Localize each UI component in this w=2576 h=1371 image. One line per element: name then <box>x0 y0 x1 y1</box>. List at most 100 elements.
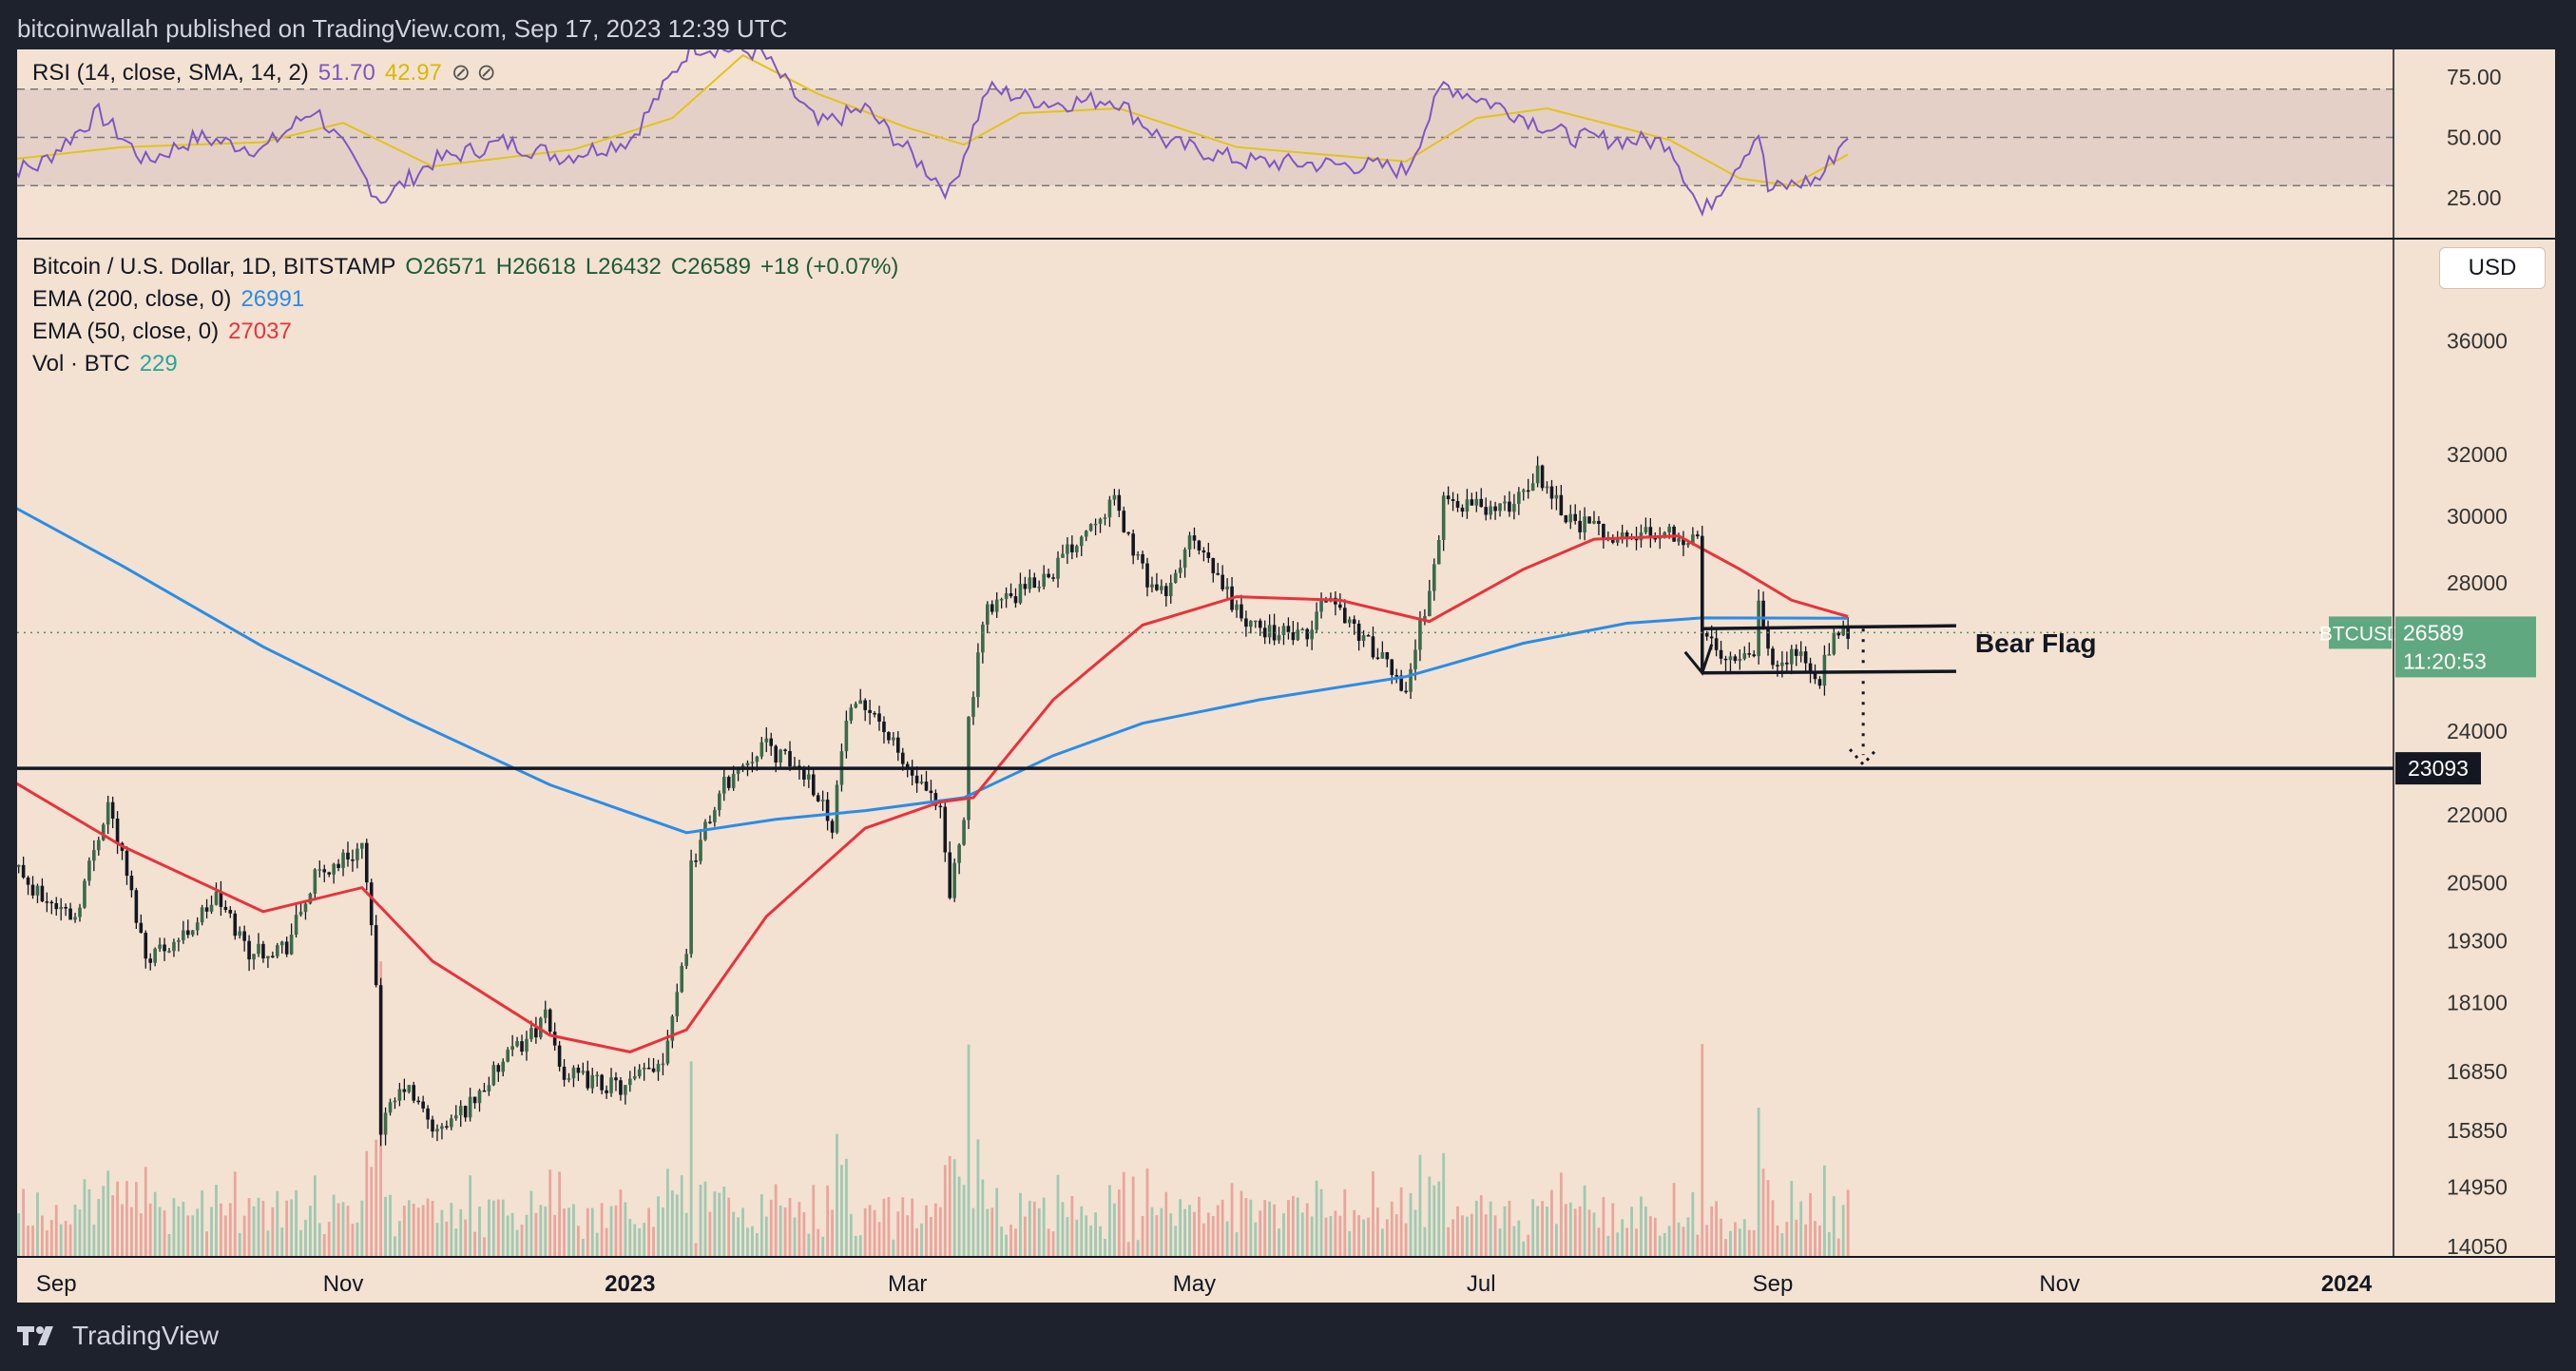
volume-bar <box>1682 1226 1685 1257</box>
bar-countdown-label: 11:20:53 <box>2403 648 2487 673</box>
volume-bar <box>1672 1183 1676 1257</box>
candle-body <box>868 709 872 713</box>
candle-body <box>45 901 49 903</box>
candle-body <box>1549 486 1554 499</box>
volume-bar <box>1734 1222 1737 1257</box>
candle-body <box>675 992 680 1016</box>
volume-bar <box>1112 1203 1116 1257</box>
candle-body <box>774 745 778 763</box>
candle-body <box>317 869 322 871</box>
candle-body <box>1061 553 1065 558</box>
price-tick-label: 22000 <box>2447 802 2508 827</box>
candle-body <box>1686 543 1690 546</box>
volume-bar <box>628 1219 632 1257</box>
candle-body <box>1235 604 1239 610</box>
candle-body <box>1291 631 1296 641</box>
candle-body <box>900 752 905 764</box>
volume-bar <box>252 1206 256 1257</box>
candle-body <box>1315 611 1318 630</box>
volume-bar <box>384 1196 387 1257</box>
volume-bar <box>172 1198 176 1257</box>
candle-body <box>976 652 980 698</box>
candle-body <box>1728 656 1733 661</box>
volume-bar <box>943 1165 947 1257</box>
volume-bar <box>360 1200 364 1257</box>
volume-bar <box>317 1223 321 1257</box>
volume-bar <box>614 1205 618 1257</box>
volume-bar <box>1489 1201 1492 1257</box>
volume-bar <box>41 1215 44 1257</box>
visibility-toggle-icons[interactable]: ⊘ ⊘ <box>451 60 496 86</box>
volume-bar <box>1315 1180 1318 1257</box>
volume-bar <box>87 1188 91 1257</box>
candle-body <box>830 821 835 833</box>
candle-body <box>515 1041 519 1047</box>
candle-body <box>1178 568 1182 573</box>
candle-body <box>609 1077 613 1093</box>
volume-bar <box>1432 1185 1436 1257</box>
currency-button[interactable]: USD <box>2439 247 2546 289</box>
candle-body <box>1380 652 1385 659</box>
price-tick-label: 16850 <box>2447 1059 2508 1084</box>
volume-bar <box>54 1205 58 1257</box>
candle-body <box>185 930 190 936</box>
volume-bar <box>1413 1209 1417 1257</box>
support-price-label: 23093 <box>2408 756 2469 781</box>
candle-body <box>825 800 830 821</box>
candle-body <box>1262 628 1267 638</box>
volume-bar <box>539 1205 543 1257</box>
candle-body <box>115 818 120 843</box>
candle-body <box>1663 531 1666 538</box>
candle-body <box>1240 604 1243 619</box>
candle-body <box>816 795 820 801</box>
volume-bar <box>125 1181 128 1257</box>
candle-body <box>656 1064 661 1072</box>
volume-bar <box>1686 1217 1690 1257</box>
volume-bar <box>1249 1199 1253 1257</box>
candle-body <box>764 738 769 743</box>
volume-bar <box>1278 1228 1280 1257</box>
candle-body <box>1145 563 1149 588</box>
candle-body <box>1691 534 1695 544</box>
volume-bar <box>1578 1206 1582 1257</box>
volume-bar <box>1056 1174 1060 1257</box>
volume-bar <box>1771 1200 1775 1257</box>
candle-body <box>576 1067 581 1073</box>
volume-bar <box>1329 1216 1333 1257</box>
candle-body <box>811 774 816 796</box>
volume-bar <box>892 1239 895 1257</box>
volume-bar <box>215 1185 218 1257</box>
candle-body <box>1182 549 1187 569</box>
candle-body <box>755 756 759 763</box>
candle-body <box>1512 503 1516 512</box>
candle-body <box>802 769 806 781</box>
publisher-header: bitcoinwallah published on TradingView.c… <box>17 14 788 43</box>
volume-bar <box>732 1211 736 1257</box>
chart-canvas[interactable]: 75.00 50.00 25.00 23093 Bear Flag BTCUSD 2658… <box>17 49 2555 1303</box>
volume-bar <box>1254 1222 1258 1257</box>
candle-body <box>731 773 736 788</box>
candle-body <box>962 820 966 845</box>
candle-body <box>534 1028 538 1038</box>
volume-bar <box>1032 1201 1036 1257</box>
volume-bar <box>398 1221 401 1257</box>
volume-bar <box>266 1230 270 1257</box>
candle-body <box>1399 675 1403 691</box>
ema50-value: 27037 <box>228 319 292 344</box>
volume-bar <box>1198 1196 1201 1257</box>
volume-bar <box>817 1228 820 1257</box>
volume-bar <box>1141 1215 1144 1257</box>
volume-bar <box>1131 1176 1135 1257</box>
volume-bar <box>680 1174 683 1257</box>
candle-body <box>1667 526 1671 532</box>
candle-body <box>539 1017 543 1038</box>
volume-bar <box>144 1167 147 1257</box>
candle-body <box>1517 492 1521 504</box>
candle-body <box>971 697 975 717</box>
volume-bar <box>440 1209 444 1257</box>
candle-body <box>501 1061 506 1072</box>
chart-area[interactable]: 75.00 50.00 25.00 23093 Bear Flag BTCUSD 2658… <box>17 49 2555 1303</box>
candle-body <box>182 930 185 940</box>
volume-bar <box>971 1207 975 1257</box>
candle-body <box>1672 526 1676 542</box>
